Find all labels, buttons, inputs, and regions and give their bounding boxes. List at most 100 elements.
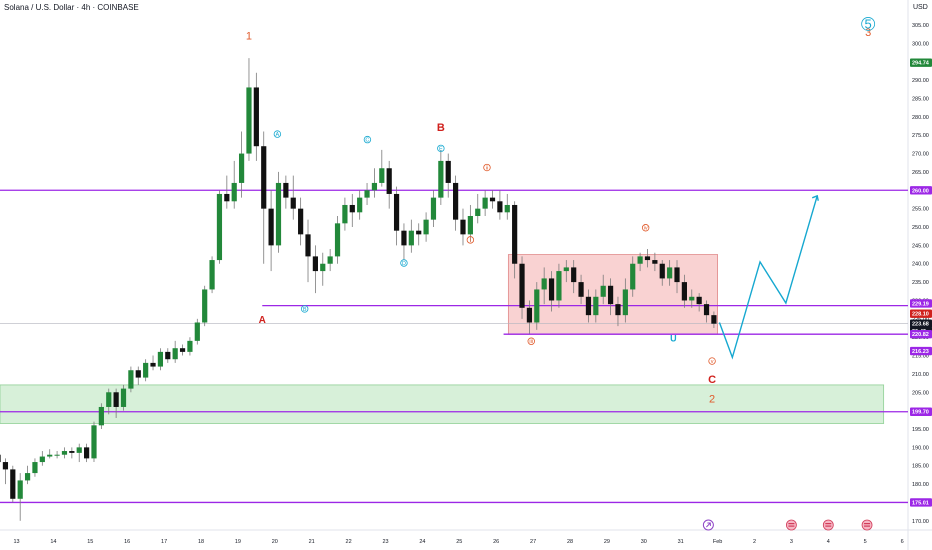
y-tick-label: 190.00 — [912, 445, 929, 451]
wave-circle — [483, 163, 491, 172]
candle-body — [578, 282, 584, 297]
y-tick-label: 255.00 — [912, 207, 929, 213]
candle-body — [334, 223, 341, 257]
candle-body — [652, 260, 658, 264]
x-tick-label: 30 — [641, 539, 647, 545]
candle-body — [556, 271, 562, 301]
currency-label[interactable]: USD — [913, 4, 928, 11]
candle-body — [489, 197, 496, 202]
x-tick-label: 5 — [864, 539, 867, 545]
candle-body — [283, 182, 289, 198]
candle-body — [644, 256, 651, 261]
candle-body — [667, 267, 673, 279]
price-tag-label: 199.70 — [912, 410, 929, 416]
wave-circle — [437, 144, 445, 153]
price-tag-box — [910, 319, 932, 328]
symbol-name: Solana / U.S. Dollar — [4, 3, 75, 12]
exchange-label: COINBASE — [97, 3, 139, 12]
candle-body — [24, 473, 31, 481]
wave-circle-label: B — [303, 307, 307, 313]
wave-label: 3 — [865, 27, 871, 39]
candle-body — [275, 182, 282, 246]
x-tick-label: Feb — [713, 539, 722, 545]
candle-body — [17, 480, 23, 499]
price-tag-label: 260.00 — [912, 188, 929, 194]
price-tag-box — [910, 299, 932, 308]
price-tag-label: 220.82 — [912, 332, 929, 338]
candle-body — [430, 197, 437, 220]
candle-body — [681, 282, 687, 301]
x-tick-label: 14 — [50, 539, 56, 545]
candle-body — [364, 190, 370, 198]
event-flag-icon — [786, 519, 797, 531]
candle-body — [534, 289, 540, 323]
candle-body — [453, 182, 459, 220]
x-tick-label: 13 — [13, 539, 19, 545]
x-tick-label: 29 — [604, 539, 610, 545]
event-flag-stripe — [825, 525, 832, 527]
candle-body — [401, 230, 407, 246]
candle-body — [298, 208, 304, 235]
price-tag-label: 223.68 — [912, 322, 929, 328]
candle-body — [98, 406, 104, 426]
candle-body — [209, 260, 215, 290]
x-tick-label: 31 — [678, 539, 684, 545]
candle-body — [113, 392, 119, 407]
candle-body — [674, 267, 680, 283]
wave-circle-label: A — [276, 132, 280, 138]
y-tick-label: 170.00 — [912, 519, 929, 525]
y-tick-label: 265.00 — [912, 170, 929, 176]
candle-body — [224, 193, 230, 202]
candle-body — [703, 304, 710, 316]
header-sep: · — [74, 3, 82, 12]
candle-body — [0, 454, 1, 463]
candle-body — [571, 267, 577, 283]
event-spark-glyph — [706, 522, 711, 528]
candle-body — [84, 447, 90, 459]
candle-body — [238, 153, 245, 183]
x-tick-label: 18 — [198, 539, 204, 545]
candle-body — [150, 362, 156, 367]
wave-circle — [861, 17, 876, 31]
candle-body — [497, 201, 503, 213]
y-tick-label: 250.00 — [912, 225, 929, 231]
price-tag-box — [910, 346, 932, 356]
x-tick-label: 20 — [272, 539, 278, 545]
candle-body — [342, 204, 348, 224]
candle-body — [320, 263, 326, 272]
candle-body — [39, 456, 45, 463]
wave-circle — [708, 357, 716, 365]
wave-circle-label: ii — [486, 166, 488, 172]
candle-body — [268, 208, 274, 246]
y-tick-label: 270.00 — [912, 152, 929, 158]
wave-circle — [400, 259, 408, 267]
candle-body — [482, 197, 488, 209]
wave-circle-label: D — [402, 261, 406, 267]
candle-body — [659, 263, 665, 279]
y-tick-label: 285.00 — [912, 96, 929, 102]
y-tick-label: 305.00 — [912, 23, 929, 29]
candle-body — [312, 256, 318, 272]
wave-label: 2 — [709, 394, 715, 406]
y-tick-label: 195.00 — [912, 427, 929, 433]
candle-body — [475, 208, 481, 216]
forecast-arrowhead — [811, 194, 819, 201]
y-tick-label: 290.00 — [912, 78, 929, 84]
wave-label: C — [708, 374, 716, 386]
candle-body — [689, 296, 695, 301]
event-flag-stripe — [864, 523, 871, 525]
wave-circle-label: C — [365, 138, 369, 144]
candle-body — [504, 204, 510, 213]
x-tick-label: 22 — [346, 539, 352, 545]
candle-body — [637, 256, 643, 264]
x-tick-label: 24 — [419, 539, 425, 545]
candle-body — [290, 197, 296, 209]
y-tick-label: 235.00 — [912, 280, 929, 286]
wave-circle-label: 5 — [865, 16, 872, 31]
candle-body — [607, 285, 614, 305]
price-tag-box — [910, 407, 932, 416]
wave-circle — [363, 135, 372, 144]
candle-body — [630, 263, 636, 290]
candle-body — [357, 197, 363, 213]
